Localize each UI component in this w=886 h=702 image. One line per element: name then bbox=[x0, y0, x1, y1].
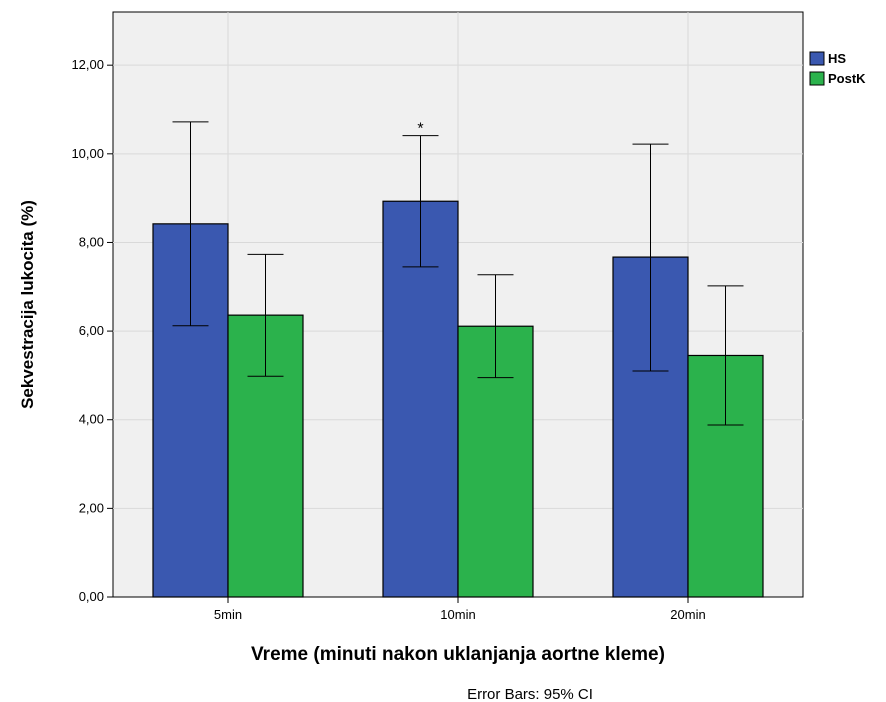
x-tick-label: 5min bbox=[214, 607, 242, 622]
legend-swatch-postk bbox=[809, 71, 825, 86]
y-tick-label: 4,00 bbox=[79, 412, 104, 427]
y-tick-label: 2,00 bbox=[79, 500, 104, 515]
bars bbox=[152, 200, 764, 598]
x-axis-title: Vreme (minuti nakon uklanjanja aortne kl… bbox=[251, 644, 665, 665]
y-tick-label: 10,00 bbox=[71, 146, 104, 161]
y-tick-label: 8,00 bbox=[79, 234, 104, 249]
legend-swatch-hs bbox=[809, 51, 825, 66]
error-bars bbox=[172, 121, 744, 426]
tick-labels: 0,00 2,00 4,00 6,00 8,00 10,00 12,00 5min 10min 2… bbox=[71, 57, 705, 622]
x-tick-label: 20min bbox=[670, 607, 705, 622]
legend-label-postk: PostK bbox=[828, 71, 866, 86]
significance-marker: * bbox=[417, 121, 423, 138]
axes bbox=[107, 64, 689, 603]
y-axis-title: Sekvestracija lukocita (%) bbox=[18, 200, 37, 409]
annotations: * bbox=[417, 121, 423, 138]
legend: HS PostK bbox=[809, 51, 866, 86]
y-tick-label: 12,00 bbox=[71, 57, 104, 72]
legend-label-hs: HS bbox=[828, 51, 846, 66]
error-bar-note: Error Bars: 95% CI bbox=[467, 686, 593, 702]
x-tick-label: 10min bbox=[440, 607, 475, 622]
y-tick-label: 0,00 bbox=[79, 589, 104, 604]
y-tick-label: 6,00 bbox=[79, 323, 104, 338]
